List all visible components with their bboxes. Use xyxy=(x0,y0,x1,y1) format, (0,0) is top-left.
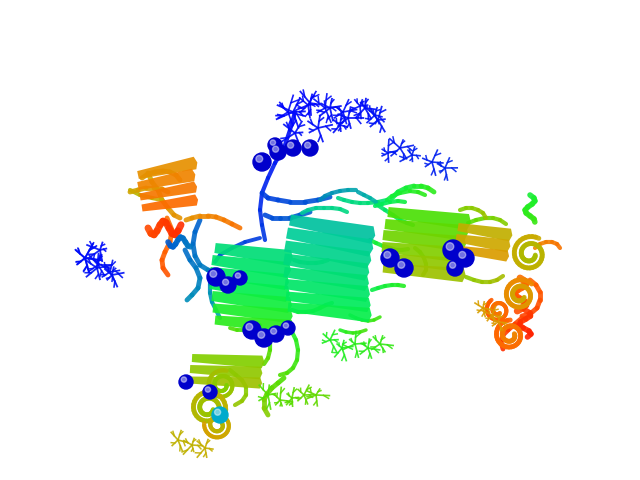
Polygon shape xyxy=(214,243,293,266)
Circle shape xyxy=(210,270,217,277)
Circle shape xyxy=(255,329,273,347)
Circle shape xyxy=(256,156,263,162)
Circle shape xyxy=(271,328,276,334)
Circle shape xyxy=(446,243,454,250)
Circle shape xyxy=(212,407,228,423)
Circle shape xyxy=(179,375,193,389)
Polygon shape xyxy=(454,246,509,262)
Circle shape xyxy=(456,249,474,267)
Polygon shape xyxy=(289,215,375,244)
Polygon shape xyxy=(192,354,264,368)
Circle shape xyxy=(270,144,286,160)
Circle shape xyxy=(285,140,301,156)
Polygon shape xyxy=(214,315,294,334)
Circle shape xyxy=(253,153,271,171)
Polygon shape xyxy=(209,279,290,302)
Circle shape xyxy=(270,140,276,145)
Circle shape xyxy=(395,259,413,277)
Circle shape xyxy=(233,271,247,285)
Circle shape xyxy=(243,321,261,339)
Polygon shape xyxy=(383,264,466,282)
Circle shape xyxy=(287,142,294,148)
Polygon shape xyxy=(286,228,373,257)
Circle shape xyxy=(220,277,236,293)
Circle shape xyxy=(268,138,282,152)
Circle shape xyxy=(381,249,399,267)
Circle shape xyxy=(214,409,221,415)
Polygon shape xyxy=(212,303,292,323)
Circle shape xyxy=(268,326,284,342)
Circle shape xyxy=(223,279,228,285)
Circle shape xyxy=(258,331,265,338)
Circle shape xyxy=(305,142,310,148)
Polygon shape xyxy=(285,291,371,312)
Circle shape xyxy=(281,321,295,335)
Circle shape xyxy=(246,324,253,330)
Polygon shape xyxy=(211,255,291,278)
Circle shape xyxy=(284,323,289,328)
Polygon shape xyxy=(190,365,262,379)
Circle shape xyxy=(384,252,390,258)
Circle shape xyxy=(459,252,466,258)
Circle shape xyxy=(443,240,463,260)
Polygon shape xyxy=(284,240,371,269)
Circle shape xyxy=(203,385,217,399)
Circle shape xyxy=(181,377,187,382)
Circle shape xyxy=(273,146,278,152)
Polygon shape xyxy=(381,242,465,263)
Polygon shape xyxy=(190,376,262,389)
Polygon shape xyxy=(284,279,370,302)
Circle shape xyxy=(447,260,463,276)
Polygon shape xyxy=(458,223,513,241)
Circle shape xyxy=(449,262,456,268)
Polygon shape xyxy=(284,267,369,291)
Circle shape xyxy=(205,387,211,392)
Polygon shape xyxy=(211,291,292,313)
Polygon shape xyxy=(141,194,198,212)
Polygon shape xyxy=(387,207,471,230)
Polygon shape xyxy=(140,181,197,201)
Circle shape xyxy=(236,273,241,278)
Polygon shape xyxy=(456,234,510,252)
Circle shape xyxy=(207,268,225,286)
Polygon shape xyxy=(381,253,465,272)
Circle shape xyxy=(398,262,404,268)
Polygon shape xyxy=(287,302,372,322)
Polygon shape xyxy=(283,253,369,281)
Polygon shape xyxy=(385,219,468,241)
Polygon shape xyxy=(137,169,195,190)
Polygon shape xyxy=(137,157,197,179)
Polygon shape xyxy=(209,267,289,290)
Circle shape xyxy=(302,140,318,156)
Polygon shape xyxy=(383,230,466,252)
